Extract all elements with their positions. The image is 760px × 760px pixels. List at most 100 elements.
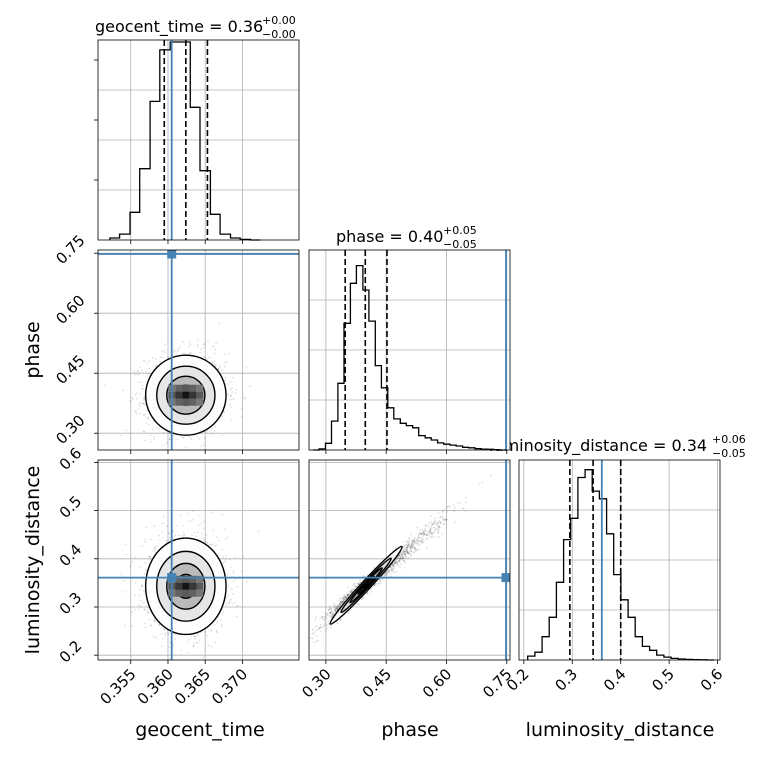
scatter-point bbox=[445, 519, 448, 522]
scatter-point bbox=[439, 526, 442, 529]
scatter-point bbox=[312, 628, 314, 631]
scatter-point bbox=[419, 540, 422, 543]
scatter-point bbox=[366, 592, 369, 594]
scatter-point bbox=[430, 531, 433, 534]
scatter-point bbox=[193, 635, 196, 638]
scatter-point bbox=[162, 431, 165, 434]
scatter-point bbox=[226, 536, 229, 539]
scatter-point bbox=[349, 591, 352, 594]
x-axis-label-phase: phase bbox=[381, 719, 438, 741]
scatter-point bbox=[350, 591, 353, 593]
scatter-point bbox=[141, 388, 144, 390]
scatter-point bbox=[461, 507, 464, 510]
scatter-point bbox=[453, 510, 456, 512]
scatter-point bbox=[164, 539, 167, 542]
scatter-point bbox=[174, 634, 177, 636]
scatter-point bbox=[393, 567, 396, 570]
scatter-point bbox=[249, 385, 252, 388]
density-cell bbox=[182, 582, 190, 590]
scatter-point bbox=[162, 515, 165, 518]
scatter-point bbox=[240, 408, 243, 410]
scatter-point bbox=[214, 348, 217, 351]
panel-content bbox=[309, 460, 510, 660]
panel-geocent-time-vs-luminosity-distance bbox=[94, 459, 300, 664]
scatter-point bbox=[416, 548, 418, 551]
scatter-point bbox=[423, 533, 425, 536]
scatter-point bbox=[240, 570, 243, 573]
scatter-point bbox=[214, 545, 216, 547]
scatter-point bbox=[215, 364, 218, 366]
scatter-point bbox=[148, 359, 151, 362]
title-phase-main: phase = 0.40 bbox=[336, 227, 443, 246]
scatter-point bbox=[176, 438, 179, 441]
scatter-point bbox=[163, 629, 166, 631]
scatter-point bbox=[147, 611, 149, 614]
scatter-point bbox=[341, 600, 344, 603]
scatter-point bbox=[186, 651, 189, 654]
scatter-point bbox=[359, 578, 361, 581]
scatter-point bbox=[152, 635, 155, 638]
scatter-point bbox=[329, 616, 332, 619]
scatter-point bbox=[403, 551, 406, 554]
scatter-point bbox=[348, 593, 351, 596]
histogram-luminosity_distance bbox=[527, 469, 715, 661]
scatter-point bbox=[357, 583, 359, 586]
scatter-point bbox=[429, 529, 431, 531]
truth-marker bbox=[501, 573, 510, 583]
scatter-point bbox=[429, 530, 431, 532]
scatter-point bbox=[409, 546, 412, 549]
scatter-point bbox=[405, 541, 408, 543]
scatter-point bbox=[383, 574, 386, 577]
scatter-point bbox=[143, 396, 146, 399]
scatter-point bbox=[437, 521, 440, 523]
scatter-point bbox=[392, 563, 394, 566]
scatter-point bbox=[336, 608, 338, 611]
scatter-point bbox=[314, 631, 317, 633]
scatter-point bbox=[478, 483, 480, 486]
scatter-point bbox=[147, 418, 150, 421]
scatter-point bbox=[172, 350, 175, 353]
scatter-point bbox=[219, 366, 222, 369]
scatter-point bbox=[377, 582, 379, 585]
scatter-point bbox=[143, 360, 146, 363]
scatter-point bbox=[161, 350, 163, 353]
scatter-point bbox=[400, 553, 403, 555]
scatter-point bbox=[189, 352, 192, 354]
scatter-point bbox=[228, 352, 231, 355]
scatter-point bbox=[324, 623, 327, 625]
scatter-point bbox=[423, 533, 426, 536]
scatter-point bbox=[188, 345, 191, 348]
truth-marker bbox=[167, 250, 177, 259]
scatter-point bbox=[245, 397, 248, 399]
scatter-point bbox=[446, 518, 448, 521]
scatter-point bbox=[436, 525, 439, 528]
scatter-point bbox=[430, 525, 433, 527]
scatter-point bbox=[378, 579, 381, 582]
scatter-point bbox=[321, 616, 323, 619]
scatter-point bbox=[429, 528, 432, 531]
scatter-point bbox=[343, 598, 345, 601]
scatter-point bbox=[339, 603, 341, 606]
scatter-point bbox=[220, 623, 223, 626]
scatter-point bbox=[402, 546, 405, 548]
scatter-point bbox=[148, 424, 150, 426]
scatter-point bbox=[392, 565, 395, 567]
scatter-point bbox=[341, 597, 343, 600]
scatter-point bbox=[353, 588, 355, 591]
scatter-point bbox=[346, 594, 349, 596]
scatter-point bbox=[373, 566, 376, 569]
density-cell bbox=[182, 575, 190, 583]
scatter-point bbox=[321, 626, 324, 629]
scatter-point bbox=[403, 560, 405, 562]
scatter-point bbox=[194, 635, 197, 638]
scatter-point bbox=[459, 501, 462, 504]
scatter-point bbox=[464, 510, 467, 513]
scatter-point bbox=[428, 531, 431, 534]
scatter-point bbox=[183, 352, 186, 355]
scatter-point bbox=[257, 530, 260, 532]
scatter-point bbox=[129, 565, 132, 568]
scatter-point bbox=[323, 618, 325, 621]
scatter-point bbox=[167, 540, 169, 543]
scatter-point bbox=[334, 609, 337, 611]
scatter-point bbox=[210, 432, 213, 435]
